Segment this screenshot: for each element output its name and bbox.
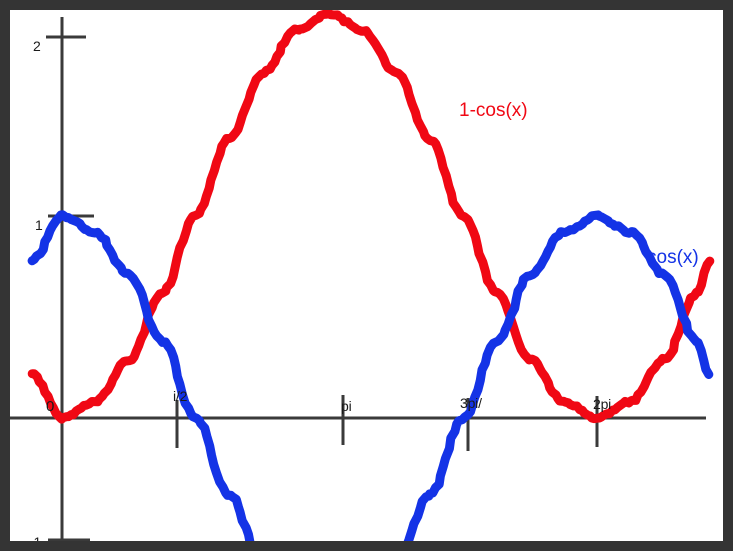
chart-canvas <box>10 10 715 541</box>
y-tick-label-0: 0 <box>46 398 55 415</box>
y-tick-label-1: 1 <box>35 217 43 233</box>
y-tick-label-minus-1: -1 <box>29 534 41 541</box>
x-tick-label-pi-half: i/2 <box>173 388 188 404</box>
series-annotation-1-minus-cos: 1-cos(x) <box>459 100 528 121</box>
series-line-1-minus-cos <box>27 10 715 424</box>
x-tick-label-2pi: 2pi <box>593 396 612 412</box>
plot-area: 2 1 0 -1 i/2 pi 3pi/ 2pi 1-cos(x) cos(x) <box>10 10 723 541</box>
series-line-cos <box>27 210 714 541</box>
y-tick-label-2: 2 <box>33 38 41 54</box>
series-annotation-cos: cos(x) <box>647 247 699 268</box>
x-tick-label-pi: pi <box>341 398 352 414</box>
x-tick-label-3pi-half: 3pi/ <box>460 395 482 411</box>
